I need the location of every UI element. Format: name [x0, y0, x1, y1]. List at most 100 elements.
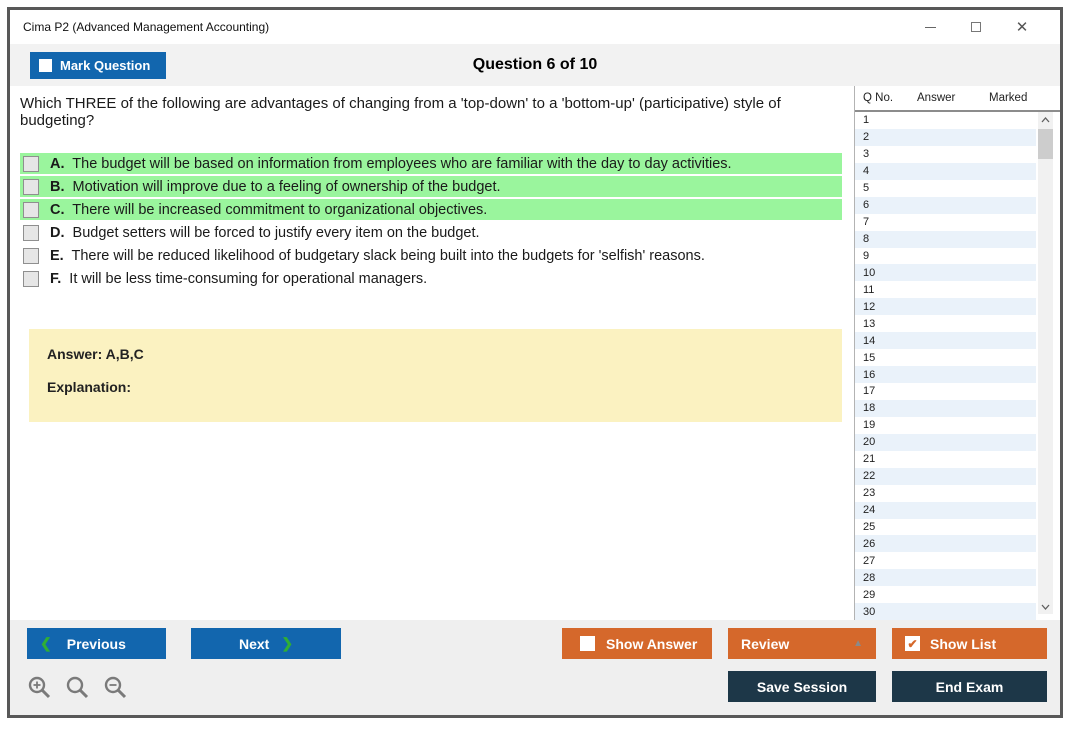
question-number: 13 — [863, 317, 876, 330]
question-list-row[interactable]: 9 — [855, 248, 1036, 265]
question-list-row[interactable]: 23 — [855, 485, 1036, 502]
option-checkbox[interactable] — [23, 201, 39, 218]
question-number: 14 — [863, 334, 876, 347]
question-list-row[interactable]: 1 — [855, 112, 1036, 129]
close-icon[interactable]: ✕ — [1015, 19, 1029, 36]
show-list-checkbox[interactable]: ✔ — [905, 636, 920, 651]
zoom-out-icon[interactable] — [103, 675, 129, 701]
question-list-row[interactable]: 21 — [855, 451, 1036, 468]
option-checkbox[interactable] — [23, 178, 39, 195]
mark-question-button[interactable]: Mark Question — [30, 52, 167, 79]
end-exam-button[interactable]: End Exam — [892, 671, 1047, 702]
scroll-up-icon[interactable] — [1038, 112, 1053, 127]
question-list-row[interactable]: 2 — [855, 128, 1036, 146]
question-list-row[interactable]: 12 — [855, 298, 1036, 316]
question-list-row[interactable]: 11 — [855, 281, 1036, 298]
header-strip: Mark Question Question 6 of 10 — [10, 44, 1060, 86]
sidebar-scrollbar[interactable] — [1038, 112, 1053, 614]
show-answer-label: Show Answer — [606, 635, 698, 652]
title-bar: Cima P2 (Advanced Management Accounting)… — [10, 10, 1060, 44]
minimize-icon[interactable] — [922, 19, 938, 35]
show-answer-button[interactable]: Show Answer — [562, 628, 712, 659]
answer-option[interactable]: E. There will be reduced likelihood of b… — [20, 245, 842, 266]
question-panel: Which THREE of the following are advanta… — [10, 86, 854, 620]
option-letter: B. — [50, 178, 65, 195]
question-number: 12 — [863, 300, 876, 313]
question-list-row[interactable]: 20 — [855, 433, 1036, 451]
answer-option[interactable]: D. Budget setters will be forced to just… — [20, 222, 842, 243]
explanation-label: Explanation: — [47, 379, 132, 395]
maximize-icon[interactable] — [968, 19, 984, 35]
zoom-in-icon[interactable] — [27, 675, 53, 701]
previous-label: Previous — [66, 635, 126, 652]
zoom-tools — [27, 675, 129, 701]
question-number: 4 — [863, 165, 870, 178]
option-checkbox[interactable] — [23, 247, 39, 264]
question-list-row[interactable]: 10 — [855, 264, 1036, 282]
question-list-row[interactable]: 3 — [855, 146, 1036, 163]
question-number: 5 — [863, 182, 870, 195]
question-number: 10 — [863, 266, 876, 279]
question-list-row[interactable]: 27 — [855, 552, 1036, 569]
question-number: 18 — [863, 402, 876, 415]
question-list-row[interactable]: 24 — [855, 501, 1036, 519]
save-session-button[interactable]: Save Session — [728, 671, 876, 702]
question-list-row[interactable]: 14 — [855, 332, 1036, 350]
option-checkbox[interactable] — [23, 155, 39, 172]
question-number: 9 — [863, 249, 870, 262]
show-answer-checkbox[interactable] — [580, 636, 595, 651]
options-list: A. The budget will be based on informati… — [20, 153, 842, 289]
zoom-reset-icon[interactable] — [65, 675, 91, 701]
scrollbar-thumb[interactable] — [1038, 129, 1053, 159]
question-number: 29 — [863, 588, 876, 601]
mark-question-checkbox[interactable] — [39, 59, 52, 72]
question-list-row[interactable]: 28 — [855, 569, 1036, 587]
answer-option[interactable]: A. The budget will be based on informati… — [20, 153, 842, 174]
question-list-row[interactable]: 13 — [855, 315, 1036, 332]
question-text: Which THREE of the following are advanta… — [20, 95, 781, 129]
question-list-row[interactable]: 8 — [855, 230, 1036, 248]
question-number: 6 — [863, 199, 870, 212]
question-list-row[interactable]: 29 — [855, 586, 1036, 603]
question-list-row[interactable]: 7 — [855, 214, 1036, 231]
option-text: The budget will be based on information … — [68, 155, 732, 172]
option-checkbox[interactable] — [23, 224, 39, 241]
question-list-row[interactable]: 18 — [855, 399, 1036, 417]
question-list-row[interactable]: 19 — [855, 417, 1036, 434]
question-list-body: 1 2 3 4 5 6 7 8 9 10 11 12 13 14 15 16 17 18 19 20 21 22 23 24 2… — [855, 112, 1060, 621]
question-number: 27 — [863, 554, 876, 567]
question-list-row[interactable]: 22 — [855, 467, 1036, 485]
question-list-row[interactable]: 17 — [855, 383, 1036, 400]
question-list-row[interactable]: 5 — [855, 180, 1036, 197]
question-number: 19 — [863, 419, 876, 432]
option-letter: F. — [50, 270, 62, 287]
question-list-row[interactable]: 16 — [855, 366, 1036, 383]
question-list-row[interactable]: 25 — [855, 519, 1036, 536]
review-label: Review — [741, 635, 790, 652]
answer-label: Answer: A,B,C — [47, 346, 144, 362]
question-list-row[interactable]: 15 — [855, 349, 1036, 366]
option-text: Budget setters will be forced to justify… — [68, 224, 480, 241]
previous-button[interactable]: ❮ Previous — [27, 628, 166, 659]
end-exam-label: End Exam — [935, 678, 1004, 695]
question-number: 11 — [863, 283, 875, 296]
question-list-row[interactable]: 4 — [855, 162, 1036, 180]
scroll-down-icon[interactable] — [1038, 599, 1053, 614]
answer-option[interactable]: F. It will be less time-consuming for op… — [20, 268, 842, 289]
header-answer: Answer — [917, 92, 956, 104]
answer-option[interactable]: C. There will be increased commitment to… — [20, 199, 842, 220]
question-list-row[interactable]: 26 — [855, 535, 1036, 553]
question-rows: 1 2 3 4 5 6 7 8 9 10 11 12 13 14 15 16 17 18 19 20 21 22 23 24 2… — [855, 112, 1036, 621]
question-number: 20 — [863, 436, 876, 449]
review-button[interactable]: Review ▲ — [728, 628, 876, 659]
next-button[interactable]: Next ❯ — [191, 628, 341, 659]
option-checkbox[interactable] — [23, 270, 39, 287]
show-list-button[interactable]: ✔ Show List — [892, 628, 1047, 659]
question-number: 26 — [863, 537, 876, 550]
question-list-row[interactable]: 6 — [855, 196, 1036, 214]
answer-option[interactable]: B. Motivation will improve due to a feel… — [20, 176, 842, 197]
question-list-row[interactable]: 30 — [855, 603, 1036, 621]
option-letter: D. — [50, 224, 65, 241]
question-list-header: Q No. Answer Marked — [855, 86, 1060, 112]
option-text: It will be less time-consuming for opera… — [65, 270, 428, 287]
